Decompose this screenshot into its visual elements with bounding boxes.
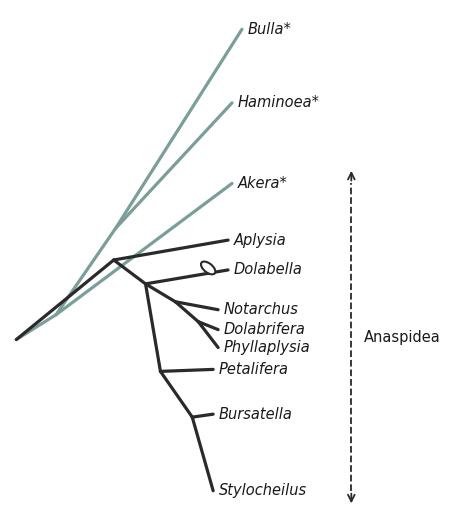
Text: Petalifera: Petalifera <box>219 362 289 377</box>
Text: Phyllaplysia: Phyllaplysia <box>224 340 310 355</box>
Text: Haminoea*: Haminoea* <box>237 95 319 110</box>
Ellipse shape <box>201 262 215 275</box>
Text: Dolabella: Dolabella <box>234 263 302 278</box>
Text: Dolabrifera: Dolabrifera <box>224 322 306 337</box>
Text: Bursatella: Bursatella <box>219 407 292 422</box>
Text: Anaspidea: Anaspidea <box>364 329 441 344</box>
Text: Stylocheilus: Stylocheilus <box>219 483 307 498</box>
Text: Notarchus: Notarchus <box>224 302 299 317</box>
Text: Akera*: Akera* <box>237 176 288 191</box>
Text: Aplysia: Aplysia <box>234 233 286 248</box>
Text: Bulla*: Bulla* <box>247 22 292 37</box>
